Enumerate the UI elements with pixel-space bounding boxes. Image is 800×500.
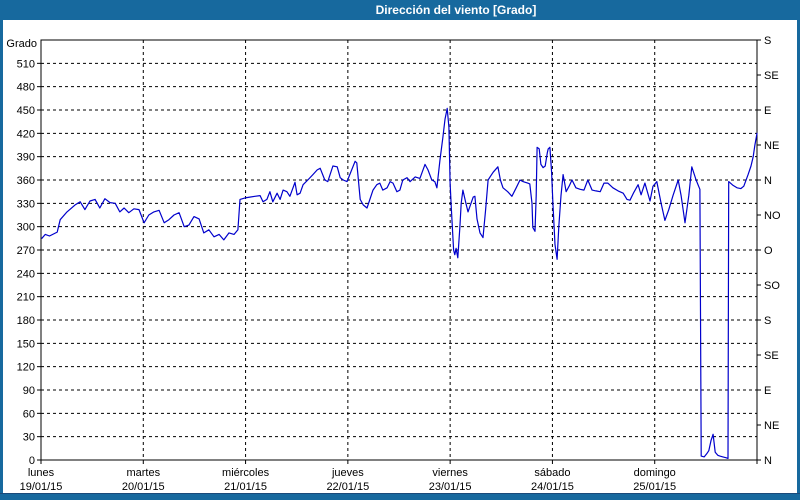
compass-tick-label: NE [764,140,779,152]
window-title: Dirección del viento [Grado] [375,3,537,17]
y-axis-tick-label: 390 [17,152,35,164]
day-date-label: 20/01/15 [122,481,165,493]
day-name-label: jueves [331,467,364,479]
y-axis-tick-label: 330 [17,198,35,210]
compass-tick-label: N [764,455,772,467]
y-axis-tick-label: 120 [17,362,35,374]
compass-tick-label: N [764,175,772,187]
compass-tick-label: SO [764,280,780,292]
compass-tick-label: O [764,245,773,257]
y-axis-tick-label: 450 [17,105,35,117]
window-border-bottom [0,493,800,500]
y-axis-tick-label: 150 [17,338,35,350]
day-name-label: viernes [432,467,468,479]
day-name-label: miércoles [222,467,270,479]
compass-tick-label: SE [764,70,779,82]
day-date-label: 21/01/15 [224,481,267,493]
y-axis-tick-label: 180 [17,315,35,327]
y-axis-tick-label: 90 [23,385,35,397]
compass-tick-label: SE [764,350,779,362]
y-axis-tick-label: 510 [17,58,35,70]
y-axis-tick-label: 300 [17,222,35,234]
y-axis-title: Grado [6,38,37,50]
day-name-label: sábado [534,467,570,479]
y-axis-tick-label: 60 [23,408,35,420]
day-date-label: 23/01/15 [429,481,472,493]
y-axis-tick-label: 360 [17,175,35,187]
compass-tick-label: NE [764,420,779,432]
day-name-label: domingo [634,467,676,479]
compass-tick-label: S [764,35,771,47]
day-name-label: lunes [28,467,55,479]
day-date-label: 24/01/15 [531,481,574,493]
y-axis-tick-label: 420 [17,128,35,140]
title-bar: Dirección del viento [Grado] [0,0,800,20]
y-axis-tick-label: 270 [17,245,35,257]
compass-tick-label: S [764,315,771,327]
y-axis-tick-label: 480 [17,82,35,94]
day-date-label: 19/01/15 [20,481,63,493]
wind-direction-line [41,107,758,459]
chart-panel [3,20,797,494]
y-axis-tick-label: 0 [29,455,35,467]
y-axis-tick-label: 30 [23,432,35,444]
day-date-label: 25/01/15 [633,481,676,493]
day-date-label: 22/01/15 [326,481,369,493]
day-name-label: martes [126,467,160,479]
compass-tick-label: E [764,105,771,117]
compass-tick-label: NO [764,210,781,222]
y-axis-tick-label: 210 [17,292,35,304]
compass-tick-label: E [764,385,771,397]
y-axis-tick-label: 240 [17,268,35,280]
